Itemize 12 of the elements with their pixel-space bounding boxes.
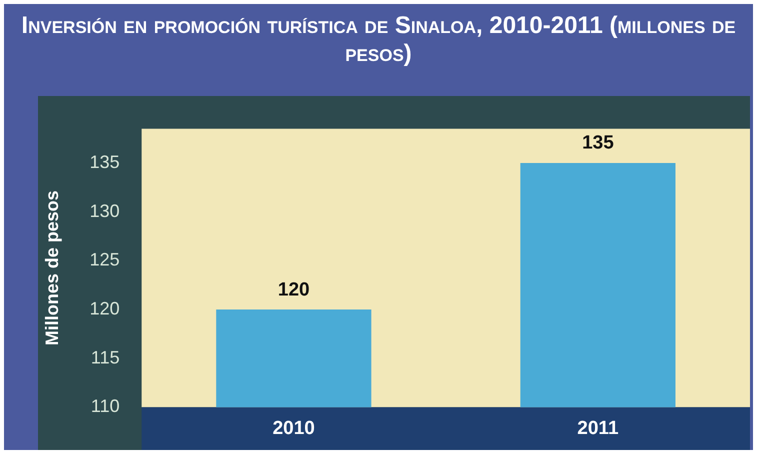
chart-title: Inversión en promoción turística de Sinaloa, 2010-2011 (millones de pesos): [20, 12, 737, 68]
y-tick-label: 130: [90, 200, 120, 221]
x-tick-label: 2010: [272, 418, 315, 439]
data-label: 120: [278, 279, 310, 300]
x-tick-label: 2011: [577, 418, 619, 439]
data-label: 135: [582, 132, 614, 154]
y-axis-title: Millones de pesos: [42, 190, 62, 346]
y-tick-label: 120: [90, 298, 120, 318]
y-tick-label: 135: [90, 152, 120, 172]
y-tick-label: 115: [90, 347, 120, 368]
y-tick-label: 125: [90, 250, 120, 270]
y-tick-label: 110: [90, 396, 120, 416]
